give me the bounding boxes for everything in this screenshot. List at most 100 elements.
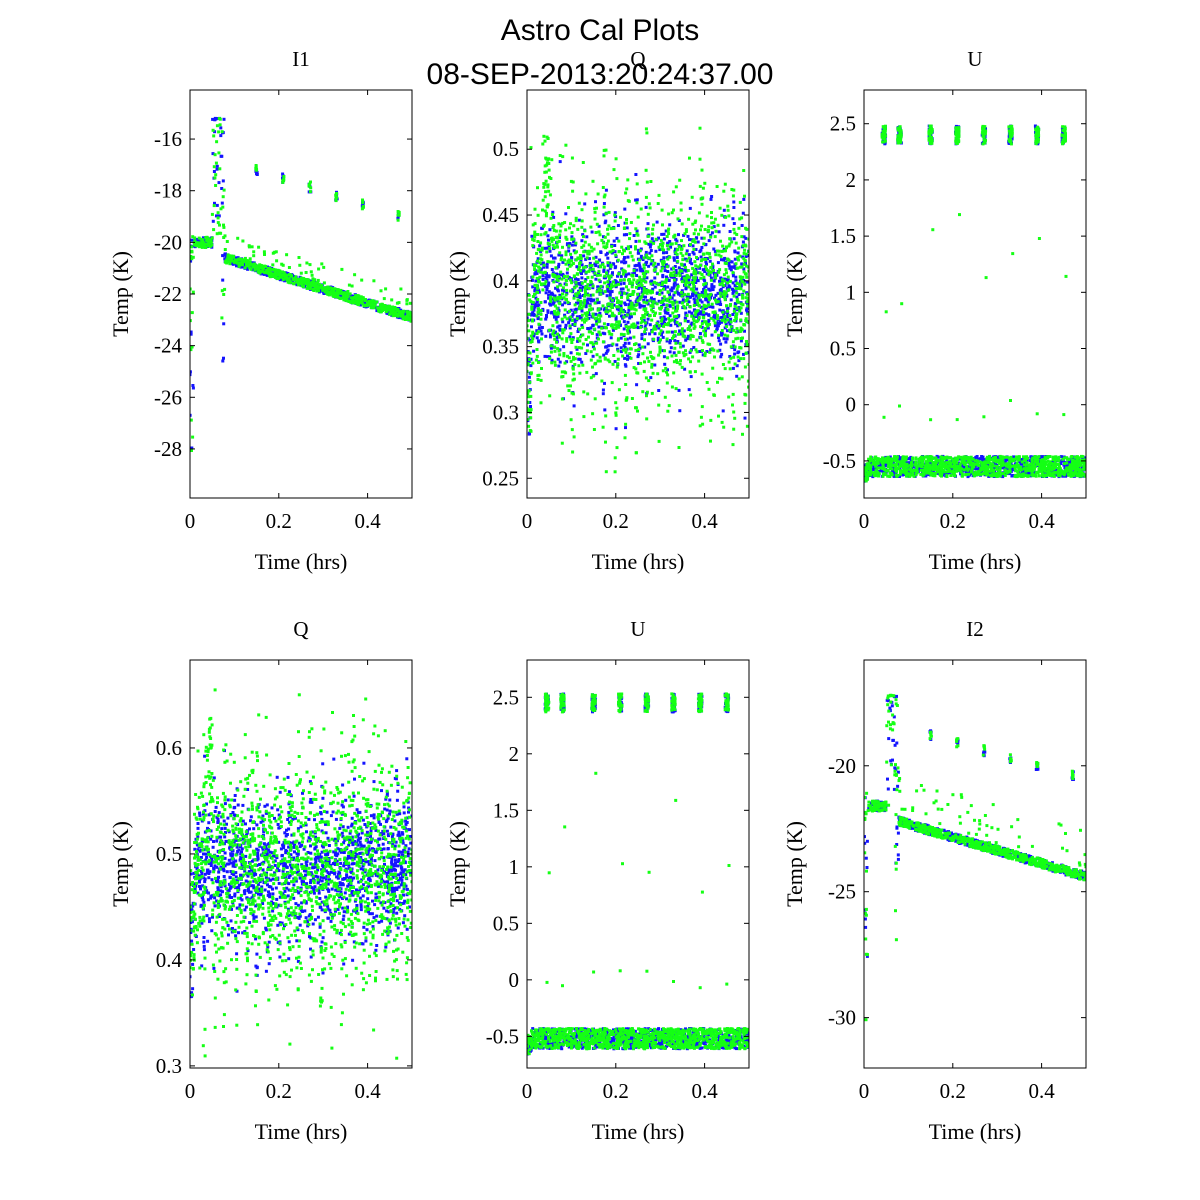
data-point: [682, 276, 686, 280]
data-point: [682, 233, 686, 237]
data-point: [651, 371, 655, 375]
data-point: [527, 318, 530, 322]
data-point: [676, 306, 679, 310]
data-point: [637, 263, 641, 267]
data-point: [659, 301, 663, 304]
data-point: [275, 259, 279, 263]
data-point: [663, 395, 667, 399]
data-point: [605, 345, 609, 349]
data-point: [691, 279, 695, 282]
data-point: [621, 354, 625, 358]
data-point: [610, 245, 614, 249]
data-point: [615, 323, 619, 327]
data-point: [587, 313, 591, 317]
data-point: [539, 329, 543, 333]
x-tick-label: 0.2: [603, 509, 629, 533]
data-point: [613, 244, 617, 247]
data-point: [351, 299, 355, 303]
data-point: [570, 237, 574, 241]
data-point: [731, 194, 735, 198]
data-point: [719, 254, 723, 258]
data-point: [651, 303, 655, 306]
data-point: [702, 277, 706, 281]
data-point: [218, 223, 221, 227]
data-point: [643, 360, 646, 364]
data-point: [551, 243, 555, 247]
data-point: [734, 262, 738, 266]
data-point: [304, 271, 308, 274]
data-point: [596, 308, 600, 312]
data-point: [255, 267, 259, 271]
data-point: [716, 314, 719, 318]
data-point: [277, 276, 281, 280]
data-point: [746, 312, 749, 316]
data-point: [381, 304, 385, 308]
data-point: [570, 256, 573, 260]
data-point: [724, 215, 728, 219]
data-point: [710, 216, 713, 220]
data-point: [215, 203, 219, 207]
data-point: [553, 309, 556, 313]
data-point: [699, 197, 703, 201]
data-point: [713, 296, 716, 300]
data-point: [742, 289, 746, 293]
data-point: [640, 304, 644, 308]
data-point: [551, 210, 555, 214]
data-point: [280, 270, 284, 274]
data-point: [700, 202, 704, 206]
data-point: [369, 306, 373, 310]
data-point: [361, 201, 365, 204]
data-point: [594, 312, 597, 316]
data-point: [656, 336, 660, 340]
y-tick-label: 0.35: [482, 335, 519, 359]
data-point: [626, 357, 629, 361]
data-point: [719, 294, 723, 298]
data-point: [596, 192, 600, 196]
data-point: [309, 180, 312, 184]
data-point: [717, 339, 721, 343]
data-point: [383, 307, 387, 311]
data-point: [558, 293, 562, 297]
data-point: [599, 314, 603, 318]
data-point: [722, 290, 726, 294]
data-point: [305, 281, 309, 285]
data-point: [692, 326, 696, 330]
data-point: [642, 290, 646, 294]
data-point: [553, 298, 557, 302]
data-point: [675, 314, 679, 318]
data-point: [556, 236, 560, 240]
data-point: [599, 284, 603, 288]
data-point: [625, 313, 629, 317]
data-point: [572, 404, 576, 408]
data-point: [221, 359, 225, 363]
data-point: [208, 238, 212, 242]
data-point: [741, 280, 745, 284]
data-point: [640, 291, 644, 295]
data-point: [631, 272, 635, 276]
data-point: [642, 275, 646, 279]
data-point: [641, 314, 645, 318]
data-point: [593, 271, 597, 275]
data-point: [612, 354, 616, 357]
data-point: [611, 342, 615, 346]
data-point: [551, 293, 555, 297]
data-point: [664, 311, 668, 315]
data-point: [662, 251, 665, 255]
data-point: [732, 355, 736, 359]
data-point: [237, 262, 241, 266]
data-point: [573, 275, 576, 279]
data-point: [722, 279, 726, 283]
data-point: [649, 180, 653, 183]
data-point: [660, 305, 663, 309]
data-point: [529, 394, 533, 398]
data-point: [190, 255, 193, 258]
data-point: [664, 229, 668, 233]
data-point: [735, 298, 739, 302]
data-point: [623, 341, 627, 345]
data-point: [552, 302, 556, 306]
data-point: [388, 308, 392, 312]
data-point: [675, 300, 679, 304]
data-point: [382, 297, 386, 301]
data-point: [683, 257, 687, 261]
data-point: [662, 256, 666, 260]
